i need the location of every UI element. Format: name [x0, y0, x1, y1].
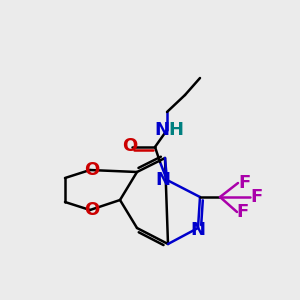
Text: F: F: [237, 203, 249, 221]
Text: O: O: [84, 161, 100, 179]
Text: F: F: [238, 174, 250, 192]
Text: H: H: [169, 121, 184, 139]
Text: O: O: [84, 201, 100, 219]
Text: F: F: [250, 188, 262, 206]
Text: N: N: [154, 121, 169, 139]
Text: O: O: [122, 137, 138, 155]
Text: N: N: [190, 221, 206, 239]
Text: N: N: [155, 171, 170, 189]
